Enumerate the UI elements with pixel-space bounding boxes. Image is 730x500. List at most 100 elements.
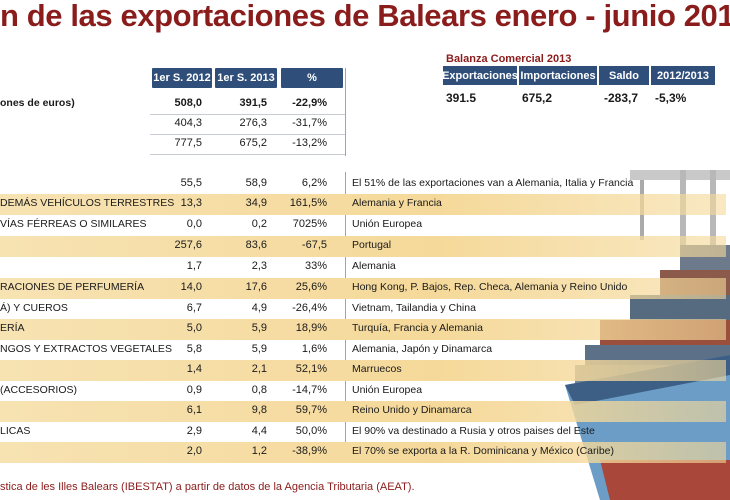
value-pct: -26,4% <box>292 302 327 314</box>
balanza-value-exportaciones: 391.5 <box>446 91 477 105</box>
balanza-value-importaciones: 675,2 <box>522 91 553 105</box>
value-2012: 0,0 <box>186 218 202 230</box>
value-pct: -38,9% <box>292 445 327 457</box>
table-row: 2,0 1,2 -38,9% El 70% se exporta a la R. Do… <box>0 442 726 463</box>
balanza-header-importaciones: Importaciones <box>519 66 597 85</box>
value-2012: 5,8 <box>186 343 202 355</box>
value-2012: 6,1 <box>186 404 202 416</box>
balanza-value-saldo: -283,7 <box>604 91 639 105</box>
column-header-2013: 1er S. 2013 <box>215 68 277 88</box>
row-label: ones de euros) <box>0 97 75 109</box>
value-pct: -31,7% <box>292 117 327 129</box>
balanza-header-saldo: Saldo <box>599 66 649 85</box>
value-2013: 34,9 <box>245 197 267 209</box>
table-row: 1,7 2,3 33% Alemania <box>0 257 726 278</box>
table-row: 777,5 675,2 -13,2% <box>0 134 344 155</box>
value-pct: -14,7% <box>292 384 327 396</box>
balanza-value-variacion: -5,3% <box>655 91 687 105</box>
value-pct: 1,6% <box>301 343 327 355</box>
value-2013: 276,3 <box>239 117 267 129</box>
row-destination: Reino Unido y Dinamarca <box>352 404 472 416</box>
value-2012: 13,3 <box>180 197 202 209</box>
balanza-header-2012-2013: 2012/2013 <box>651 66 715 85</box>
row-destination: El 90% va destinado a Rusia y otros pais… <box>352 425 595 437</box>
row-label: Á) Y CUEROS <box>0 302 68 314</box>
value-2012: 257,6 <box>174 239 202 251</box>
value-2012: 2,9 <box>186 425 202 437</box>
value-pct: 59,7% <box>295 404 327 416</box>
value-2013: 5,9 <box>251 343 267 355</box>
row-destination: El 51% de las exportaciones van a Aleman… <box>352 177 634 189</box>
row-label: (ACCESORIOS) <box>0 384 78 396</box>
value-pct: -22,9% <box>292 97 327 109</box>
value-pct: 33% <box>304 260 327 272</box>
table-row: RACIONES DE PERFUMERÍA 14,0 17,6 25,6% Hong … <box>0 278 726 299</box>
value-2013: 17,6 <box>245 281 267 293</box>
column-header-pct: % <box>281 68 343 88</box>
value-2013: 391,5 <box>239 97 267 109</box>
row-destination: Alemania <box>352 260 396 272</box>
table-row: 6,1 9,8 59,7% Reino Unido y Dinamarca <box>0 401 726 422</box>
value-2012: 404,3 <box>174 117 202 129</box>
row-destination: Vietnam, Tailandia y China <box>352 302 476 314</box>
row-separator <box>150 154 345 155</box>
row-label: RACIONES DE PERFUMERÍA <box>0 281 145 293</box>
table-row: (ACCESORIOS) 0,9 0,8 -14,7% Unión Europea <box>0 381 726 402</box>
value-2012: 6,7 <box>186 302 202 314</box>
value-2013: 5,9 <box>251 322 267 334</box>
value-pct: -67,5 <box>301 239 327 251</box>
value-pct: 6,2% <box>301 177 327 189</box>
value-2012: 5,0 <box>186 322 202 334</box>
value-2013: 2,1 <box>251 363 267 375</box>
value-2013: 83,6 <box>245 239 267 251</box>
row-destination: Unión Europea <box>352 218 423 230</box>
value-2012: 55,5 <box>180 177 202 189</box>
row-destination: Portugal <box>352 239 392 251</box>
row-label: LICAS <box>0 425 31 437</box>
value-2013: 1,2 <box>251 445 267 457</box>
row-destination: Hong Kong, P. Bajos, Rep. Checa, Alemani… <box>352 281 628 293</box>
row-label: NGOS Y EXTRACTOS VEGETALES <box>0 343 172 355</box>
value-2012: 508,0 <box>174 97 202 109</box>
row-label: VÍAS FÉRREAS O SIMILARES <box>0 218 147 230</box>
table-row: 404,3 276,3 -31,7% <box>0 114 344 135</box>
value-pct: 50,0% <box>295 425 327 437</box>
row-destination: Alemania y Francia <box>352 197 442 209</box>
value-2013: 2,3 <box>251 260 267 272</box>
value-2013: 0,2 <box>251 218 267 230</box>
table-row: LICAS 2,9 4,4 50,0% El 90% va destinado a Ru… <box>0 422 726 443</box>
value-pct: 161,5% <box>289 197 327 209</box>
row-label: DEMÁS VEHÍCULOS TERRESTRES <box>0 197 175 209</box>
table-row: ones de euros) 508,0 391,5 -22,9% <box>0 94 344 115</box>
value-2013: 0,8 <box>251 384 267 396</box>
value-pct: 25,6% <box>295 281 327 293</box>
value-2013: 58,9 <box>245 177 267 189</box>
value-pct: 7025% <box>292 218 327 230</box>
row-separator <box>150 134 345 135</box>
row-label: ERÍA <box>0 322 25 334</box>
value-2013: 4,4 <box>251 425 267 437</box>
table-row: 257,6 83,6 -67,5 Portugal <box>0 236 726 257</box>
value-2012: 0,9 <box>186 384 202 396</box>
value-2012: 777,5 <box>174 137 202 149</box>
table-row: VÍAS FÉRREAS O SIMILARES 0,0 0,2 7025% Unión… <box>0 215 726 236</box>
table-divider <box>345 172 346 462</box>
table-row: 1,4 2,1 52,1% Marruecos <box>0 360 726 381</box>
row-destination: Alemania, Japón y Dinamarca <box>352 343 493 355</box>
table-row: DEMÁS VEHÍCULOS TERRESTRES 13,3 34,9 161,5%… <box>0 194 726 215</box>
value-pct: 52,1% <box>295 363 327 375</box>
value-2013: 9,8 <box>251 404 267 416</box>
source-note: stica de les Illes Balears (IBESTAT) a p… <box>0 481 415 493</box>
table-divider <box>345 68 346 156</box>
row-separator <box>150 114 345 115</box>
table-row: NGOS Y EXTRACTOS VEGETALES 5,8 5,9 1,6% Alem… <box>0 340 726 361</box>
value-2012: 1,4 <box>186 363 202 375</box>
row-destination: El 70% se exporta a la R. Dominicana y M… <box>352 445 615 457</box>
row-destination: Turquía, Francia y Alemania <box>352 322 483 334</box>
balanza-header-exportaciones: Exportaciones <box>442 66 518 85</box>
row-destination: Marruecos <box>352 363 402 375</box>
value-2013: 4,9 <box>251 302 267 314</box>
value-2012: 14,0 <box>180 281 202 293</box>
table-row: ERÍA 5,0 5,9 18,9% Turquía, Francia y Aleman… <box>0 319 726 340</box>
value-pct: -13,2% <box>292 137 327 149</box>
